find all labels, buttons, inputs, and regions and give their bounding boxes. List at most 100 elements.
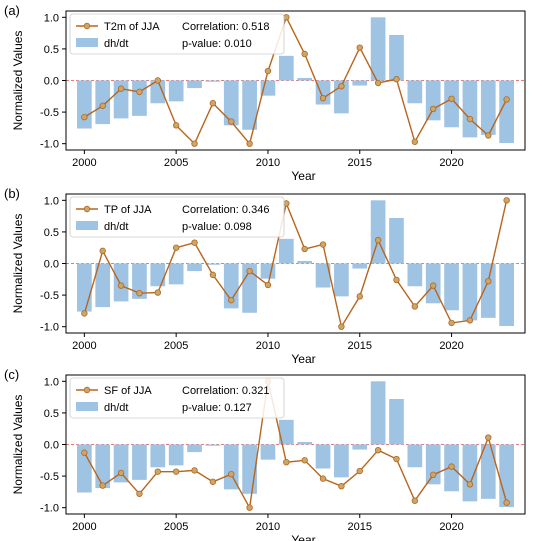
data-point	[191, 467, 198, 474]
y-tick-label: 0.5	[44, 44, 59, 56]
bar	[499, 444, 514, 508]
y-tick-label: 0.5	[44, 408, 59, 420]
y-axis-label: Normalized Values	[11, 214, 25, 314]
y-tick-label: 0.0	[44, 76, 59, 88]
data-point	[228, 118, 235, 125]
data-point	[81, 310, 88, 317]
data-point	[136, 490, 143, 497]
bar	[205, 444, 221, 446]
data-point	[301, 457, 308, 464]
legend-line-label: T2m of JJA	[104, 21, 160, 33]
y-tick-label: -1.0	[40, 139, 59, 151]
bar	[187, 263, 202, 272]
bar	[205, 263, 221, 265]
data-point	[319, 241, 327, 248]
x-tick-label: 2010	[256, 157, 280, 169]
data-point	[466, 481, 474, 488]
data-point	[430, 282, 437, 289]
data-point	[485, 434, 492, 441]
bar	[278, 55, 294, 81]
data-point	[503, 499, 510, 506]
data-point	[154, 289, 161, 296]
data-point	[393, 276, 400, 284]
data-point	[99, 102, 106, 109]
bar	[150, 444, 166, 468]
bar	[113, 444, 129, 483]
bar	[389, 218, 404, 264]
panel-label: (c)	[4, 367, 19, 382]
y-axis-label: Normalized Values	[11, 31, 25, 131]
legend-line-label: SF of JJA	[104, 385, 152, 397]
y-tick-label: 1.0	[44, 12, 59, 24]
bar	[444, 263, 459, 311]
data-point	[246, 140, 253, 147]
bar	[315, 263, 331, 288]
legend-bar-swatch	[76, 38, 98, 47]
bar	[444, 80, 459, 128]
data-point	[411, 497, 419, 504]
legend: SF of JJA dh/dt Correlation: 0.321 p-value:…	[69, 377, 285, 419]
x-axis-label: Year	[291, 169, 315, 183]
data-point	[356, 293, 363, 300]
y-tick-label: -1.0	[40, 322, 59, 334]
data-point	[246, 504, 253, 511]
data-point	[485, 277, 492, 285]
data-point	[81, 449, 88, 456]
data-point	[209, 478, 217, 485]
legend-bar-label: dh/dt	[104, 221, 128, 233]
bar	[480, 444, 496, 499]
bar	[407, 80, 423, 104]
y-tick-label: -0.5	[40, 290, 59, 302]
data-point	[338, 323, 345, 330]
data-point	[117, 469, 125, 477]
data-point	[301, 50, 308, 58]
bar	[297, 77, 313, 81]
data-point	[264, 67, 272, 75]
bar	[334, 444, 349, 478]
data-point	[228, 470, 235, 478]
bar	[352, 263, 368, 269]
data-point	[319, 94, 327, 102]
x-tick-label: 2010	[256, 521, 280, 533]
x-tick-label: 2020	[439, 340, 463, 352]
data-point	[374, 446, 382, 454]
correlation-text: Correlation: 0.518	[182, 21, 269, 33]
bar	[223, 444, 239, 490]
legend: TP of JJA dh/dt Correlation: 0.346 p-value:…	[69, 196, 285, 238]
x-tick-label: 2010	[256, 340, 280, 352]
data-point	[393, 76, 400, 83]
y-axis-label: Normalized Values	[11, 395, 25, 495]
panel-label: (b)	[4, 186, 20, 201]
data-point	[99, 482, 106, 489]
bar	[187, 444, 202, 453]
data-point	[191, 239, 198, 246]
bar	[297, 260, 313, 264]
x-tick-label: 2015	[348, 521, 372, 533]
bar	[462, 444, 478, 502]
data-point	[172, 122, 180, 129]
bar	[260, 263, 276, 279]
data-point	[301, 245, 308, 253]
bar	[77, 263, 92, 312]
data-point	[264, 281, 272, 289]
legend: T2m of JJA dh/dt Correlation: 0.518 p-value…	[69, 13, 285, 55]
data-point	[117, 282, 125, 289]
x-tick-label: 2000	[72, 521, 96, 533]
bar	[168, 263, 184, 285]
correlation-text: Correlation: 0.321	[182, 385, 269, 397]
bar	[499, 263, 514, 327]
bar	[223, 80, 239, 126]
bar	[425, 444, 441, 485]
data-point	[172, 468, 180, 475]
data-point	[228, 296, 235, 304]
legend-box	[69, 196, 285, 238]
bar	[168, 444, 184, 466]
data-point	[246, 267, 253, 275]
data-point	[136, 88, 143, 96]
bar	[425, 80, 441, 121]
data-point	[503, 197, 510, 204]
data-point	[209, 100, 217, 107]
bar	[370, 381, 386, 445]
data-point	[430, 105, 437, 113]
